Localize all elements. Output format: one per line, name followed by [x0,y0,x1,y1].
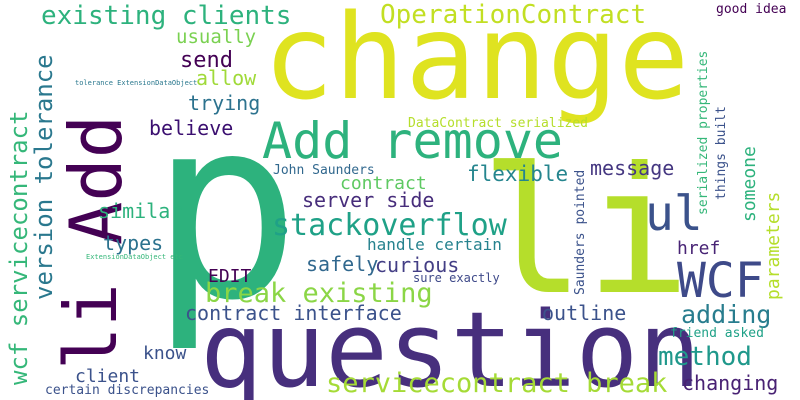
word-p: p [150,64,301,355]
word-someone: someone [739,146,760,222]
word-operationcontract: OperationContract [380,0,647,30]
word-method: method [658,342,752,372]
word-wcf: WCF [677,253,764,309]
word-contract: contract [340,173,427,194]
word-servicecontract-break: servicecontract break [326,368,668,399]
word-client: client [75,366,141,387]
word-href: href [677,238,721,259]
word-serialized-properties: serialized properties [696,50,711,215]
word-things-built: things built [714,106,729,200]
word-changing: changing [682,371,779,395]
word-version-tolerance: version tolerance [30,54,58,300]
word-wcf-servicecontract: wcf servicecontract [5,110,33,385]
word-ul: ul [645,186,703,242]
word-li-vertical: li [49,283,133,370]
word-saunders-pointed: Saunders pointed [573,169,588,295]
word-edit: EDIT [208,266,252,287]
word-allow: allow [196,66,257,90]
word-question: question [200,289,701,400]
word-outline: outline [542,301,627,325]
word-message: message [590,156,675,180]
word-extensiondataobject-etc: ExtensionDataObject etc [86,253,183,261]
word-server-side: server side [302,188,435,212]
word-usually: usually [176,26,257,48]
word-add-remove: Add remove [262,112,564,170]
word-tolerance-extensiondataobject: tolerance ExtensionDataObject [75,79,198,87]
word-add-vertical: Add [54,114,138,245]
word-know: know [143,343,187,364]
word-flexible: flexible [467,162,569,186]
word-types: types [103,231,164,255]
word-curious: curious [375,253,460,277]
word-good-idea: good idea [716,2,787,17]
word-break-existing: break existing [205,278,433,309]
word-adding: adding [681,300,772,329]
word-li-large: li [480,131,691,334]
word-send: send [180,48,233,73]
word-friend-asked: friend asked [670,326,764,341]
word-safely: safely [306,252,379,276]
word-trying: trying [188,91,261,115]
word-datacontract-serialized: DataContract serialized [408,116,589,131]
word-existing-clients: existing clients [41,1,292,31]
word-contract-interface: contract interface [185,301,402,325]
word-believe: believe [149,116,234,140]
word-handle-certain: handle certain [367,235,502,254]
word-sure-exactly: sure exactly [413,271,500,285]
word-parameters: parameters [763,191,784,300]
word-similar: similar [98,199,183,223]
word-change: change [263,0,690,126]
word-john-saunders: John Saunders [273,163,375,178]
word-stackoverflow: stackoverflow [272,208,507,243]
word-certain-discrepancies: certain discrepancies [45,383,210,398]
